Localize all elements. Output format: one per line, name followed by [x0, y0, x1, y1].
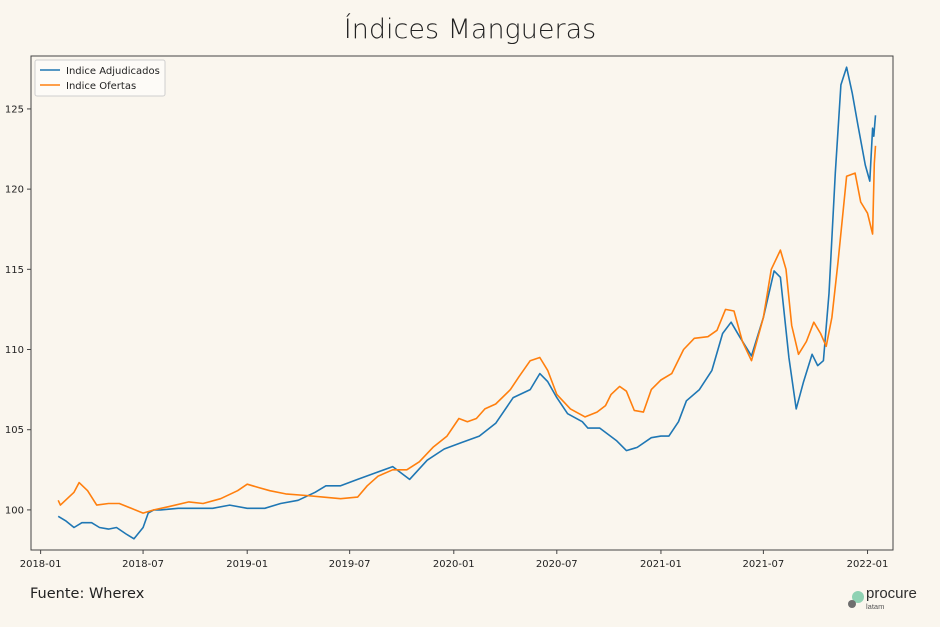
- y-tick-label: 125: [5, 104, 24, 115]
- series-lines: [57, 66, 877, 540]
- y-tick-label: 115: [5, 265, 24, 276]
- x-tick-label: 2020-07: [536, 559, 578, 570]
- x-tick-label: 2019-07: [329, 559, 371, 570]
- procure-logo: procure latam: [846, 585, 936, 615]
- x-tick-label: 2021-01: [640, 559, 682, 570]
- legend-box: [34, 59, 166, 97]
- x-axis: 2018-01 2018-07 2019-01 2019-07 2020-01 2020-…: [20, 550, 889, 570]
- y-axis: 100 105 110 115 120 125: [5, 104, 31, 516]
- brand-subtitle: latam: [866, 602, 885, 611]
- brand-name: procure: [866, 585, 917, 602]
- x-tick-label: 2018-01: [20, 559, 62, 570]
- legend: Indice Adjudicados Indice Ofertas: [34, 59, 166, 97]
- procure-logo-icon: [848, 591, 864, 608]
- x-tick-label: 2021-07: [742, 559, 784, 570]
- x-tick-label: 2022-01: [847, 559, 889, 570]
- series-line-adjudicados: [57, 66, 877, 540]
- y-tick-label: 105: [5, 425, 24, 436]
- chart-title: Índices Mangueras: [343, 14, 597, 45]
- y-tick-label: 100: [5, 505, 24, 516]
- plot-area: [30, 55, 894, 551]
- legend-label-adjudicados: Indice Adjudicados: [66, 66, 160, 77]
- legend-label-ofertas: Indice Ofertas: [66, 81, 136, 92]
- x-tick-label: 2019-01: [226, 559, 268, 570]
- series-line-ofertas: [57, 145, 877, 514]
- x-tick-label: 2020-01: [433, 559, 475, 570]
- y-tick-label: 120: [5, 185, 24, 196]
- source-note: Fuente: Wherex: [30, 586, 145, 602]
- y-tick-label: 110: [5, 345, 24, 356]
- x-tick-label: 2018-07: [122, 559, 164, 570]
